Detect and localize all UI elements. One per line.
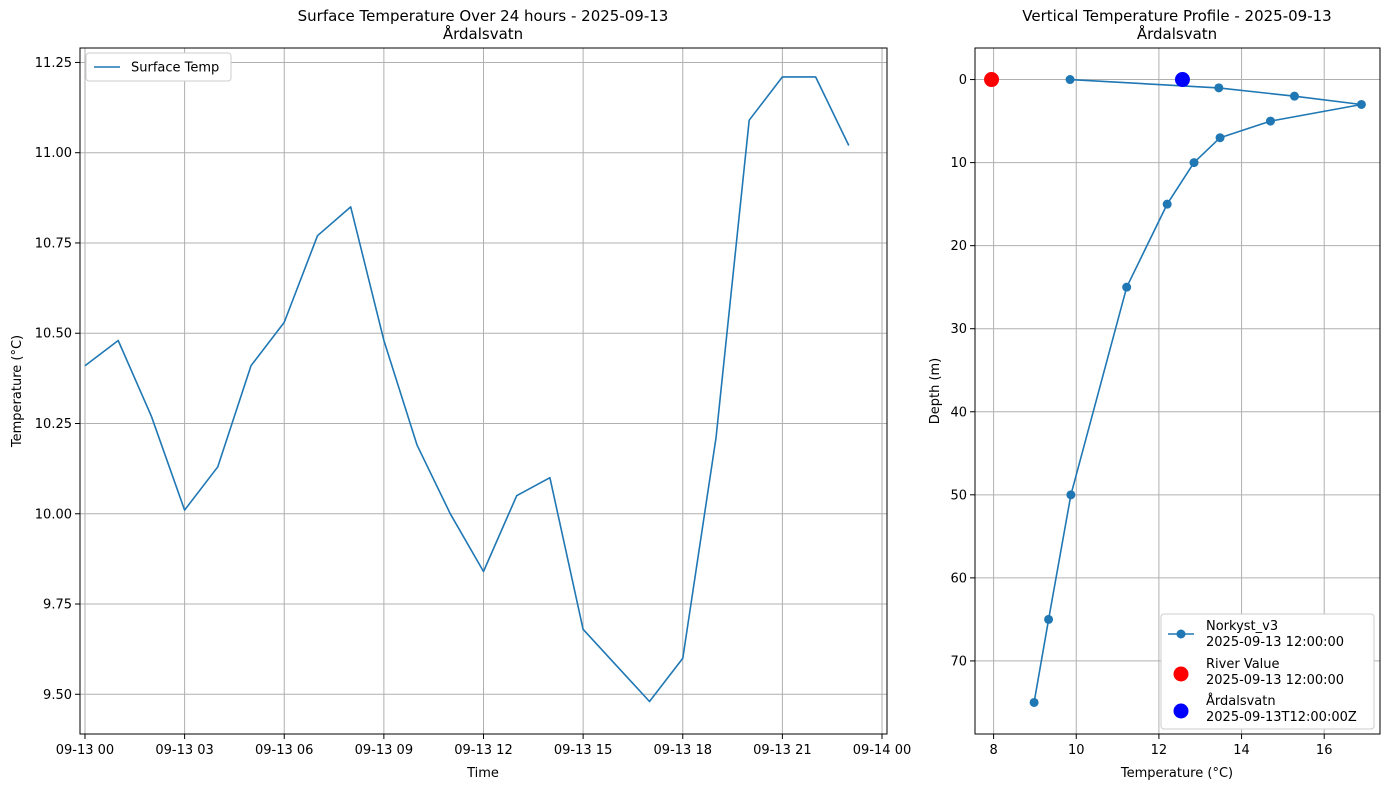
y-tick-label: 10.25 — [35, 417, 72, 432]
data-point-river-value — [984, 72, 1000, 88]
surface-temperature-chart: Surface Temperature Over 24 hours - 2025… — [10, 7, 911, 781]
y-tick-label: 40 — [950, 405, 967, 420]
legend-entry-river: River Value — [1206, 657, 1280, 672]
y-tick-label: 10.00 — [35, 507, 72, 522]
data-point-norkyst-v3 — [1356, 99, 1366, 109]
legend-box — [1160, 613, 1375, 730]
y-tick-label: 10.75 — [35, 236, 72, 251]
x-tick-label: 09-13 18 — [654, 743, 712, 758]
y-tick-label: 70 — [950, 654, 967, 669]
y-tick-label: 11.00 — [35, 146, 72, 161]
x-tick-label: 09-13 12 — [454, 743, 512, 758]
chart-subtitle: Årdalsvatn — [1137, 24, 1217, 43]
legend-entry-river-time: 2025-09-13 12:00:00 — [1206, 673, 1344, 688]
y-tick-label: 50 — [950, 488, 967, 503]
chart-title: Vertical Temperature Profile - 2025-09-1… — [1022, 7, 1331, 25]
series-lines — [84, 76, 850, 703]
data-point-norkyst-v3 — [1162, 199, 1172, 209]
y-tick-label: 20 — [950, 239, 967, 254]
data-point-norkyst-v3 — [1189, 158, 1199, 168]
x-tick-label: 09-13 15 — [554, 743, 612, 758]
chart-title: Surface Temperature Over 24 hours - 2025… — [298, 7, 669, 25]
grid-lines — [80, 48, 887, 734]
data-point-norkyst-v3 — [1044, 614, 1054, 624]
legend-entry-lake-time: 2025-09-13T12:00:00Z — [1206, 710, 1357, 725]
y-tick-label: 9.50 — [43, 688, 72, 703]
x-tick-label: 8 — [989, 743, 997, 758]
vertical-profile-chart: Vertical Temperature Profile - 2025-09-1… — [928, 7, 1381, 781]
data-point-norkyst-v3 — [1215, 133, 1225, 143]
series-line-surface-temp — [84, 76, 850, 703]
x-tick-label: 09-13 06 — [255, 743, 313, 758]
x-tick-label: 09-13 21 — [753, 743, 811, 758]
data-point-norkyst-v3 — [1214, 83, 1224, 93]
x-tick-label: 09-13 09 — [355, 743, 413, 758]
x-tick-label: 09-14 00 — [853, 743, 911, 758]
x-axis-label: Time — [466, 766, 499, 781]
legend-entry-norkyst-time: 2025-09-13 12:00:00 — [1206, 635, 1344, 650]
data-point-norkyst-v3 — [1122, 282, 1132, 292]
chart-subtitle: Årdalsvatn — [443, 24, 523, 43]
legend-marker-river — [1173, 666, 1189, 682]
x-tick-label: 09-13 03 — [155, 743, 213, 758]
legend-marker-lake — [1173, 703, 1189, 719]
y-tick-label: 60 — [950, 571, 967, 586]
axis-ticks: 8 10 12 14 16 0 10 20 30 40 50 60 70 — [950, 73, 1332, 758]
legend-entry-lake: Årdalsvatn — [1206, 693, 1276, 709]
y-tick-label: 10.50 — [35, 327, 72, 342]
x-tick-label: 14 — [1233, 743, 1250, 758]
series-line-norkyst-v3 — [1033, 78, 1363, 703]
x-tick-label: 16 — [1316, 743, 1333, 758]
x-tick-label: 09-13 00 — [56, 743, 114, 758]
legend-entry-surface-temp: Surface Temp — [131, 61, 219, 76]
y-axis-label: Temperature (°C) — [10, 335, 25, 448]
y-tick-label: 11.25 — [35, 56, 72, 71]
y-tick-label: 10 — [950, 156, 967, 171]
legend: Norkyst_v3 2025-09-13 12:00:00 River Val… — [1160, 613, 1375, 730]
legend-box — [85, 52, 232, 82]
y-tick-label: 30 — [950, 322, 967, 337]
x-tick-label: 10 — [1068, 743, 1085, 758]
legend-marker-norkyst — [1176, 629, 1186, 639]
y-tick-label: 0 — [959, 73, 967, 88]
data-point-norkyst-v3 — [1029, 697, 1039, 707]
legend-entry-norkyst: Norkyst_v3 — [1206, 619, 1278, 634]
data-point--rdalsvatn — [1174, 72, 1190, 88]
y-tick-label: 9.75 — [43, 598, 72, 613]
series-lines — [984, 72, 1366, 707]
axis-ticks: 09-13 00 09-13 03 09-13 06 09-13 09 09-13 12… — [35, 56, 911, 758]
data-point-norkyst-v3 — [1066, 490, 1076, 500]
data-point-norkyst-v3 — [1265, 116, 1275, 126]
x-axis-label: Temperature (°C) — [1120, 766, 1233, 781]
data-point-norkyst-v3 — [1289, 91, 1299, 101]
y-axis-label: Depth (m) — [928, 358, 943, 425]
legend: Surface Temp — [85, 52, 232, 82]
plot-area-frame — [974, 47, 1381, 735]
data-point-norkyst-v3 — [1065, 75, 1075, 85]
x-tick-label: 12 — [1151, 743, 1168, 758]
